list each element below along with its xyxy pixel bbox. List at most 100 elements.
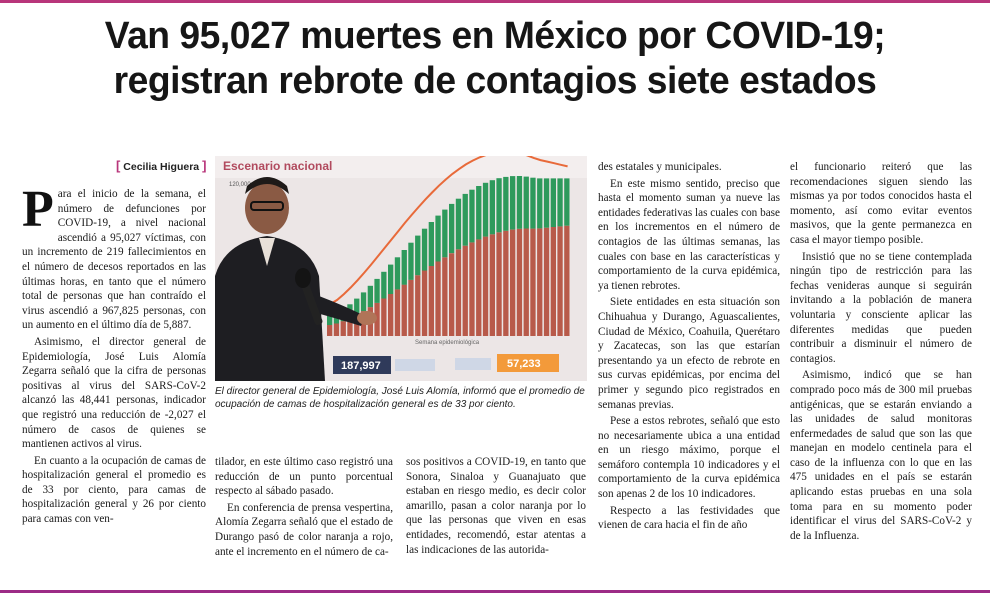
photo-bar-upper (415, 235, 421, 276)
photo-bar-upper (557, 178, 563, 227)
photo-bar-lower (435, 261, 441, 336)
paragraph: En conferencia de prensa vespertina, Alo… (215, 501, 393, 558)
photo-bar-lower (449, 253, 455, 336)
paragraph: En cuanto a la ocupación de camas de hos… (22, 454, 206, 526)
photo-bar-lower (564, 225, 570, 336)
photo-illustration: Escenario nacional 120,000 Semana epidem… (215, 156, 587, 381)
photo-bar-lower (333, 323, 340, 336)
slide-title: Escenario nacional (223, 159, 332, 173)
paragraph: En este mismo sentido, preciso que hasta… (598, 177, 780, 292)
photo-bar-upper (360, 292, 367, 312)
photo-bar-lower (557, 226, 563, 336)
photo-bar-upper (476, 186, 482, 240)
photo-bar-lower (543, 227, 550, 336)
headline: Van 95,027 muertes en México por COVID-1… (10, 14, 980, 104)
paragraph: sos positivos a COVID-19, en tanto que S… (406, 456, 586, 556)
photo-bar-upper (327, 316, 333, 325)
stat-right: 57,233 (507, 358, 541, 370)
stat-label-right (455, 358, 491, 370)
paragraph: tilador, en este último caso registró un… (215, 456, 393, 498)
photo-bar-upper (482, 182, 489, 237)
photo-bar-upper (354, 298, 360, 315)
paragraph: Pese a estos rebrotes, señaló que esto n… (598, 415, 780, 501)
stat-box-right (497, 354, 559, 372)
drop-cap: P (22, 181, 54, 238)
photo-bar-upper (388, 264, 394, 294)
photo-bar-lower (537, 228, 543, 336)
byline-close-bracket: ] (202, 158, 207, 173)
photo-caption: El director general de Epidemiología, Jo… (215, 386, 585, 410)
photo-bar-lower (421, 270, 428, 336)
speaker-figure (215, 177, 377, 381)
photo-bar-lower (394, 289, 401, 336)
photo-bar-upper (523, 176, 529, 229)
headline-line-1: Van 95,027 muertes en México por COVID-1… (104, 15, 886, 57)
photo-bar-upper (367, 285, 373, 308)
photo-bar-upper (421, 228, 428, 271)
byline-author: Cecilia Higuera (123, 161, 200, 173)
photo-bar-upper (469, 189, 475, 243)
photo-bar-upper (442, 209, 448, 258)
photo-bar-lower (550, 227, 556, 336)
photo-bar-upper (550, 178, 556, 227)
photo-bar-lower (489, 234, 495, 336)
photo-bar-upper (401, 250, 407, 285)
bottom-rule (0, 590, 990, 593)
photo-bar-upper (564, 178, 570, 226)
photo-bar-lower (516, 228, 523, 336)
paragraph-text: ara el inicio de la semana, el número de… (22, 188, 206, 332)
photo-bar-lower (415, 275, 421, 336)
photo-bar-upper (537, 178, 543, 229)
photo-bar-lower (327, 325, 333, 336)
photo-bar-lower (469, 242, 475, 336)
paragraph: Asimismo, el director general de Epidemi… (22, 335, 206, 451)
photo-bar-upper (408, 242, 414, 280)
photo-bar-lower (510, 229, 516, 336)
stat-left: 187,997 (341, 360, 381, 372)
paragraph: el funcionario reiteró que las recomenda… (790, 161, 972, 246)
photo-press-conference: Escenario nacional 120,000 Semana epidem… (215, 156, 587, 381)
photo-bar-upper (510, 176, 516, 230)
photo-curve (329, 156, 568, 305)
photo-bar-upper (435, 215, 441, 262)
headline-line-2: registran rebrote de contagios siete est… (113, 60, 877, 102)
paragraph: Siete entidades en esta situación son Ch… (598, 296, 780, 411)
photo-bar-lower (428, 266, 434, 336)
photo-bar-lower (347, 318, 353, 336)
photo-bar-lower (503, 230, 509, 336)
slide-axis-bottom: Semana epidemiológica (415, 340, 480, 346)
paragraph: Respecto a las festividades que vienen d… (598, 504, 780, 532)
photo-bar-upper (394, 257, 401, 290)
paragraph: des estatales y municipales. (598, 161, 722, 173)
column-5: el funcionario reiteró que las recomenda… (790, 160, 972, 545)
slide-axis-top: 120,000 (229, 182, 251, 188)
photo-bar-lower (374, 302, 380, 336)
paragraph: Insistió que no se tiene contemplada nin… (790, 250, 972, 365)
stat-label-left (395, 359, 435, 371)
photo-bar-upper (428, 222, 434, 266)
photo-bar-lower (455, 249, 462, 336)
photo-bar-lower (388, 294, 394, 336)
photo-bar-upper (374, 278, 380, 303)
photo-bar-upper (489, 180, 495, 235)
photo-bar-lower (354, 314, 360, 336)
photo-bar-lower (442, 257, 448, 336)
photo-bar-upper (503, 176, 509, 231)
photo-bar-lower (462, 245, 468, 336)
photo-bar-upper (516, 176, 523, 229)
top-rule (0, 0, 990, 3)
photo-bar-lower (408, 279, 414, 336)
paragraph: Asimismo, indicó que se han comprado poc… (790, 369, 972, 542)
photo-bar-upper (449, 203, 455, 254)
byline-open-bracket: [ (116, 158, 121, 173)
photo-bar-lower (496, 232, 502, 336)
stat-box-left (333, 356, 391, 374)
photo-bar-lower (340, 321, 346, 336)
column-3: sos positivos a COVID-19, en tanto que S… (406, 455, 586, 559)
column-4: des estatales y municipales. En este mis… (598, 160, 780, 535)
photo-bar-lower (523, 228, 529, 336)
photo-bar-upper (462, 193, 468, 246)
byline: [ Cecilia Higuera ] (116, 158, 206, 173)
